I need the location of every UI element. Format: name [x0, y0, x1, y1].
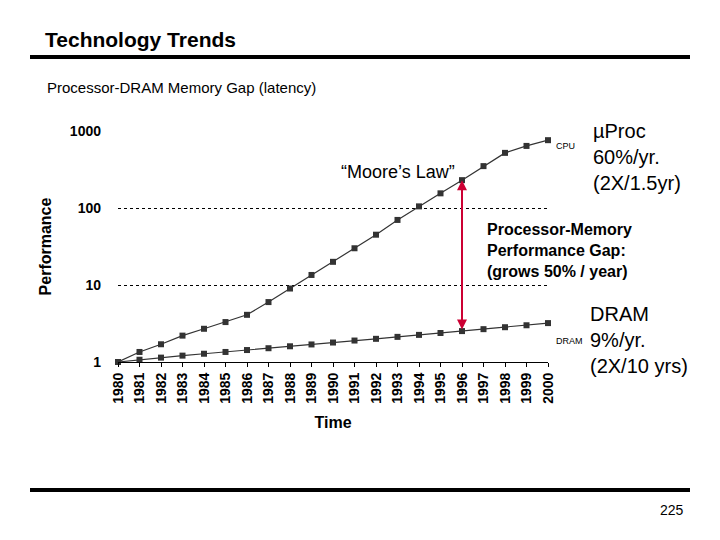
- svg-text:1998: 1998: [497, 372, 513, 403]
- svg-text:1989: 1989: [303, 372, 319, 403]
- svg-text:1986: 1986: [239, 372, 255, 403]
- svg-text:1980: 1980: [110, 372, 126, 403]
- svg-text:Technology Trends: Technology Trends: [45, 28, 236, 51]
- svg-text:1988: 1988: [282, 372, 298, 403]
- svg-text:1982: 1982: [153, 372, 169, 403]
- svg-text:1981: 1981: [131, 372, 147, 403]
- svg-text:1: 1: [93, 354, 101, 370]
- svg-text:µProc60%/yr.(2X/1.5yr): µProc60%/yr.(2X/1.5yr): [593, 120, 681, 194]
- svg-text:1991: 1991: [346, 372, 362, 403]
- svg-text:DRAM: DRAM: [556, 336, 583, 346]
- svg-text:Time: Time: [314, 414, 351, 431]
- svg-text:1999: 1999: [518, 372, 534, 403]
- svg-text:1997: 1997: [475, 372, 491, 403]
- svg-text:225: 225: [660, 502, 684, 518]
- svg-text:1987: 1987: [260, 372, 276, 403]
- svg-text:Performance: Performance: [37, 197, 54, 295]
- svg-text:Processor-DRAM Memory Gap (lat: Processor-DRAM Memory Gap (latency): [47, 79, 316, 96]
- svg-text:1996: 1996: [454, 372, 470, 403]
- svg-text:1990: 1990: [325, 372, 341, 403]
- svg-text:1983: 1983: [174, 372, 190, 403]
- svg-text:DRAM9%/yr.(2X/10 yrs): DRAM9%/yr.(2X/10 yrs): [590, 303, 688, 377]
- svg-text:Processor-MemoryPerformance Ga: Processor-MemoryPerformance Gap:(grows 5…: [487, 221, 632, 280]
- svg-text:1000: 1000: [70, 123, 101, 139]
- svg-text:100: 100: [78, 200, 102, 216]
- svg-text:1995: 1995: [432, 372, 448, 403]
- svg-text:1993: 1993: [389, 372, 405, 403]
- svg-text:“Moore’s Law”: “Moore’s Law”: [341, 162, 455, 182]
- svg-text:10: 10: [85, 277, 101, 293]
- svg-text:1985: 1985: [217, 372, 233, 403]
- svg-text:1984: 1984: [196, 372, 212, 403]
- svg-text:1992: 1992: [368, 372, 384, 403]
- svg-text:CPU: CPU: [556, 141, 575, 151]
- svg-text:2000: 2000: [540, 372, 556, 403]
- svg-text:1994: 1994: [411, 372, 427, 403]
